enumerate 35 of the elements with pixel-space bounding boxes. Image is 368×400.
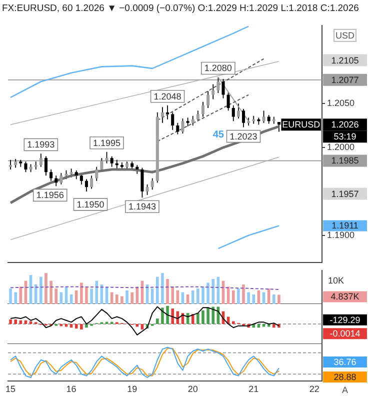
x-tick-label: 21 bbox=[248, 384, 259, 394]
text: 1.1957 bbox=[331, 188, 359, 199]
annotation: 1.2080 bbox=[204, 63, 232, 74]
text: USD bbox=[335, 30, 355, 40]
text: -0.0014 bbox=[330, 328, 360, 339]
x-tick-label: 19 bbox=[127, 384, 138, 394]
y-tick-label: 1.2050 bbox=[327, 98, 355, 108]
y-tick-label: 1.2000 bbox=[327, 142, 355, 152]
ref-line-label: 1.1985 bbox=[331, 156, 359, 166]
annotation: 1.2023 bbox=[230, 131, 258, 142]
annotation: 45 bbox=[212, 129, 224, 140]
annotation: 1.1995 bbox=[92, 138, 121, 148]
text: 1.2105 bbox=[331, 55, 359, 66]
text: A bbox=[342, 385, 348, 396]
annotation: 1.1993 bbox=[27, 140, 55, 150]
text: 10K bbox=[328, 275, 344, 286]
text: 1.1911 bbox=[332, 220, 358, 231]
x-tick-label: 20 bbox=[188, 384, 198, 394]
text: 28.88 bbox=[334, 372, 356, 382]
text: -129.29 bbox=[330, 314, 360, 325]
annotation: 1.1943 bbox=[128, 202, 156, 212]
annotation: 1.2048 bbox=[154, 91, 182, 102]
annotation: 1.1950 bbox=[76, 199, 104, 210]
text: 1.2026 bbox=[331, 120, 359, 130]
x-tick-label: 16 bbox=[66, 384, 76, 394]
annotation: 1.1956 bbox=[36, 190, 64, 200]
y-tick-label: 1.1900 bbox=[327, 230, 355, 240]
annotation: EURUSD bbox=[282, 120, 321, 130]
x-tick-label: 15 bbox=[6, 384, 16, 394]
x-tick-label: 22 bbox=[309, 384, 320, 394]
chart-title: FX:EURUSD, 60 1.2026 ▼ −0.0009 (−0.07%) O:1.2029 H:1.2029 L:1.2018 C:1.2026 bbox=[2, 3, 359, 14]
text: 4.837K bbox=[330, 292, 360, 302]
ref-line-label: 1.2077 bbox=[331, 74, 359, 85]
text: 53:19 bbox=[334, 132, 356, 142]
text: 36.76 bbox=[334, 356, 356, 367]
